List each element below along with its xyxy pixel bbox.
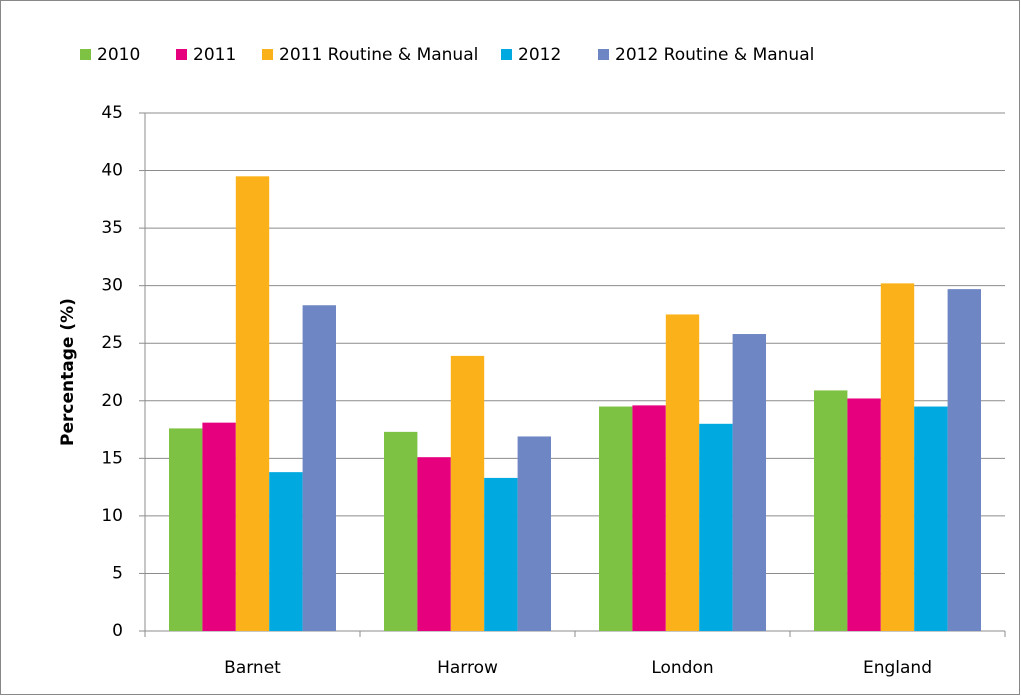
x-tick-label: Harrow xyxy=(437,658,498,678)
bar xyxy=(632,405,666,631)
y-tick-label: 20 xyxy=(101,391,123,411)
bar xyxy=(169,428,203,631)
legend-label: 2011 xyxy=(193,45,236,65)
legend-swatch xyxy=(176,49,187,60)
bar xyxy=(417,457,451,631)
bar xyxy=(599,406,633,631)
bar xyxy=(202,422,236,631)
bar xyxy=(235,176,270,632)
legend-label: 2010 xyxy=(97,45,140,65)
bar xyxy=(517,436,551,631)
bar xyxy=(914,406,948,631)
x-tick-label: Barnet xyxy=(224,658,281,678)
y-tick-label: 40 xyxy=(101,161,123,181)
y-axis-label: Percentage (%) xyxy=(58,298,78,446)
legend-swatch xyxy=(80,49,91,60)
bar xyxy=(450,355,485,631)
bar xyxy=(384,431,418,631)
y-tick-label: 35 xyxy=(101,218,123,238)
y-tick-label: 30 xyxy=(101,276,123,296)
y-tick-label: 45 xyxy=(101,103,123,123)
legend-swatch xyxy=(501,49,512,60)
x-tick-label: England xyxy=(863,658,932,678)
legend-label: 2012 Routine & Manual xyxy=(615,45,814,65)
y-tick-label: 15 xyxy=(101,448,123,468)
legend-label: 2012 xyxy=(518,45,561,65)
bar xyxy=(484,477,518,631)
bar xyxy=(847,398,881,631)
bar xyxy=(814,390,848,631)
bar xyxy=(302,305,336,631)
legend-label: 2011 Routine & Manual xyxy=(279,45,478,65)
bar xyxy=(880,283,915,631)
bar xyxy=(699,423,733,631)
legend-swatch xyxy=(262,49,273,60)
bar xyxy=(665,314,700,631)
y-tick-label: 5 xyxy=(112,563,123,583)
y-tick-label: 0 xyxy=(112,621,123,641)
legend-swatch xyxy=(598,49,609,60)
bar xyxy=(732,334,766,631)
bar xyxy=(947,289,981,631)
y-tick-label: 10 xyxy=(101,506,123,526)
y-tick-label: 25 xyxy=(101,333,123,353)
bar xyxy=(269,472,303,631)
x-tick-label: London xyxy=(651,658,713,678)
